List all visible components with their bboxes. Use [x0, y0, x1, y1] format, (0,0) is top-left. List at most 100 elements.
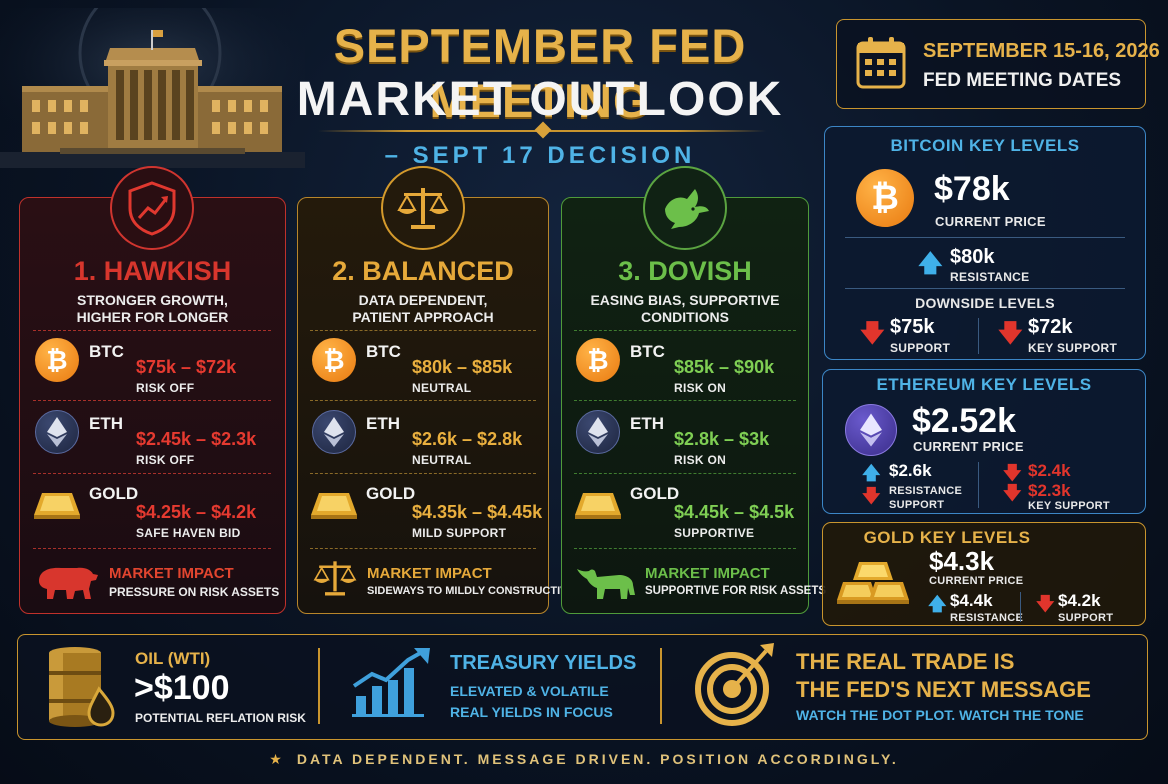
meeting-date: SEPTEMBER 15-16, 2026	[923, 40, 1160, 62]
divider	[1020, 592, 1021, 622]
gold-resistance-label: RESISTANCE	[950, 612, 1024, 624]
hawkish-btc-mood: RISK OFF	[136, 381, 195, 395]
btc-resistance-label: RESISTANCE	[950, 270, 1030, 284]
title-line-1: SEPTEMBER FED MEETING	[333, 19, 747, 127]
federal-reserve-building-illustration	[0, 8, 305, 168]
bitcoin-key-levels-panel	[824, 126, 1146, 360]
yields-line-2: REAL YIELDS IN FOCUS	[450, 704, 613, 720]
divider	[574, 400, 796, 401]
arrow-up-icon: 🡅	[928, 594, 947, 614]
hawkish-gold-label: GOLD	[89, 484, 139, 503]
hawkish-desc-line-1: STRONGER GROWTH,	[77, 292, 228, 308]
yields-title: TREASURY YIELDS	[450, 652, 637, 674]
btc-support-label: SUPPORT	[890, 341, 951, 355]
hawkish-desc-line-2: HIGHER FOR LONGER	[76, 309, 229, 325]
trade-desc: WATCH THE DOT PLOT. WATCH THE TONE	[796, 707, 1084, 723]
divider	[978, 318, 979, 354]
dovish-title: 3. DOVISH	[618, 256, 752, 286]
arrow-down-icon: 🡇	[1003, 483, 1022, 503]
btc-key-support: $72k	[1028, 316, 1073, 338]
divider	[310, 400, 536, 401]
meeting-dates-box	[836, 19, 1146, 109]
balanced-eth-mood: NEUTRAL	[412, 453, 472, 467]
divider	[845, 288, 1125, 289]
dovish-gold-range: $4.45k – $4.5k	[674, 502, 795, 522]
bear-icon	[39, 567, 98, 599]
gold-bar-icon	[311, 493, 357, 519]
eth-levels-title: ETHEREUM KEY LEVELS	[876, 375, 1092, 394]
divider	[574, 473, 796, 474]
arrow-down-icon: 🡇	[1003, 463, 1022, 483]
balanced-btc-label: BTC	[366, 342, 401, 361]
arrow-up-icon: 🡅	[862, 463, 881, 483]
hawkish-impact-title: MARKET IMPACT	[109, 565, 234, 582]
gold-levels-title: GOLD KEY LEVELS	[863, 528, 1031, 547]
arrow-down-icon: 🡇	[862, 486, 881, 506]
bitcoin-icon: ₿	[312, 338, 356, 382]
divider	[33, 473, 271, 474]
gold-key-levels-panel	[822, 522, 1146, 626]
ethereum-icon	[35, 410, 79, 454]
dovish-impact-title: MARKET IMPACT	[645, 565, 770, 582]
bitcoin-icon: ₿	[35, 338, 79, 382]
calendar-icon	[856, 37, 906, 89]
trade-line-2: THE FED'S NEXT MESSAGE	[796, 677, 1091, 702]
balanced-eth-range: $2.6k – $2.8k	[412, 429, 523, 449]
dovish-btc-range: $85k – $90k	[674, 357, 775, 377]
gold-bar-icon	[34, 493, 80, 519]
btc-downside-title: DOWNSIDE LEVELS	[915, 295, 1055, 311]
eth-support-label: SUPPORT	[889, 499, 945, 511]
footer-tagline: ★ DATA DEPENDENT. MESSAGE DRIVEN. POSITIO…	[0, 751, 1168, 768]
scales-icon	[313, 561, 357, 596]
divider	[574, 330, 796, 331]
dove-icon	[665, 189, 709, 229]
divider	[574, 548, 796, 549]
btc-levels-title: BITCOIN KEY LEVELS	[890, 136, 1080, 155]
balanced-gold-label: GOLD	[366, 484, 416, 503]
dovish-btc-mood: RISK ON	[674, 381, 727, 395]
dovish-eth-range: $2.8k – $3k	[674, 429, 770, 449]
divider	[978, 462, 979, 508]
hawkish-eth-mood: RISK OFF	[136, 453, 195, 467]
dovish-eth-label: ETH	[630, 414, 664, 433]
ethereum-icon	[576, 410, 620, 454]
eth-resistance-label: RESISTANCE	[889, 485, 963, 497]
btc-current-price-label: CURRENT PRICE	[935, 214, 1046, 229]
target-icon	[695, 643, 774, 726]
eth-level-1: $2.4k	[1028, 461, 1071, 480]
hawkish-btc-range: $75k – $72k	[136, 357, 237, 377]
divider	[33, 400, 271, 401]
hawkish-btc-label: BTC	[89, 342, 124, 361]
hawkish-eth-label: ETH	[89, 414, 123, 433]
btc-key-support-label: KEY SUPPORT	[1028, 341, 1118, 355]
ethereum-icon	[312, 410, 356, 454]
divider	[33, 548, 271, 549]
arrow-up-icon: 🡅	[918, 250, 943, 277]
yields-line-1: ELEVATED & VOLATILE	[450, 683, 609, 699]
subtitle: – SEPT 17 DECISION	[384, 142, 696, 169]
arrow-down-icon: 🡇	[998, 320, 1023, 347]
divider	[33, 330, 271, 331]
eth-current-price-label: CURRENT PRICE	[913, 439, 1024, 454]
btc-current-price: $78k	[934, 170, 1010, 208]
scales-icon	[397, 188, 449, 229]
eth-current-price: $2.52k	[912, 402, 1016, 440]
gold-support-label: SUPPORT	[1058, 612, 1114, 624]
dovish-emblem	[643, 166, 727, 250]
btc-support: $75k	[890, 316, 935, 338]
gold-resistance: $4.4k	[950, 591, 993, 610]
balanced-desc-line-1: DATA DEPENDENT,	[358, 292, 488, 308]
footer-text: DATA DEPENDENT. MESSAGE DRIVEN. POSITION…	[296, 751, 899, 767]
divider	[310, 473, 536, 474]
btc-resistance: $80k	[950, 246, 995, 268]
shield-chart-icon	[128, 181, 176, 236]
balanced-impact-title: MARKET IMPACT	[367, 565, 492, 582]
divider	[660, 648, 662, 724]
balanced-emblem	[381, 166, 465, 250]
trade-line-1: THE REAL TRADE IS	[796, 649, 1015, 674]
gold-current-price: $4.3k	[929, 546, 995, 576]
divider	[318, 648, 320, 724]
hawkish-title: 1. HAWKISH	[73, 256, 232, 286]
dovish-gold-mood: SUPPORTIVE	[674, 526, 755, 540]
balanced-desc-line-2: PATIENT APPROACH	[352, 309, 494, 325]
